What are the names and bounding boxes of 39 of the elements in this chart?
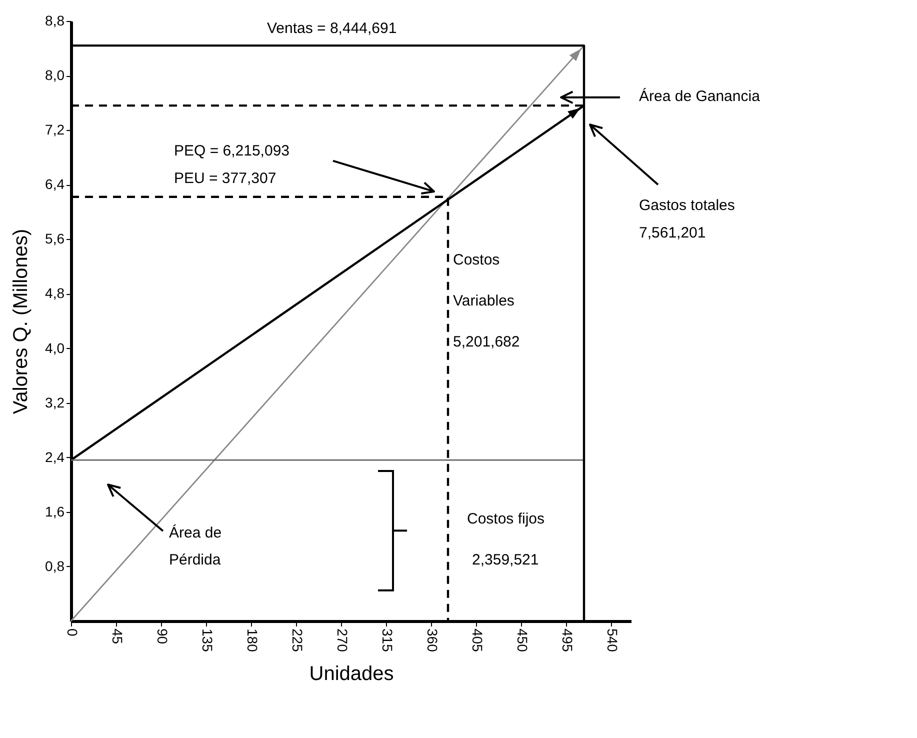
- x-tick-label: 225: [290, 628, 306, 652]
- annotation: Ventas = 8,444,691: [267, 20, 397, 37]
- annotation: PEQ = 6,215,093: [174, 142, 290, 160]
- x-tick-label: 540: [604, 628, 620, 652]
- y-tick-label: 4,8: [45, 285, 65, 302]
- y-tick-label: 8,8: [45, 12, 65, 28]
- annotation: Costos: [453, 252, 500, 269]
- annotation: 5,201,682: [453, 333, 520, 350]
- x-tick-label: 45: [110, 628, 126, 644]
- annotation: Costos fijos: [467, 510, 545, 528]
- x-axis-title: Unidades: [309, 662, 394, 685]
- text: Gastos totales: [639, 197, 735, 214]
- annotation: 2,359,521: [472, 552, 539, 569]
- x-tick-label: 315: [380, 628, 396, 652]
- y-tick-label: 5,6: [45, 230, 65, 247]
- y-tick-label: 4,0: [45, 340, 65, 356]
- annotation: Pérdida: [169, 552, 222, 569]
- x-tick-label: 90: [154, 628, 170, 644]
- x-tick-label: 135: [200, 628, 216, 652]
- y-tick-label: 0,8: [45, 558, 65, 574]
- text: 7,561,201: [639, 224, 706, 242]
- y-axis-title: Valores Q. (Millones): [10, 228, 32, 414]
- annotation: PEU = 377,307: [174, 170, 276, 187]
- y-tick-label: 2,4: [45, 448, 65, 465]
- annotation: Área de: [169, 523, 222, 542]
- y-tick-label: 8,0: [45, 67, 65, 84]
- y-tick-label: 3,2: [45, 394, 65, 410]
- y-tick-label: 7,2: [45, 122, 65, 138]
- y-tick-label: 1,6: [45, 503, 65, 520]
- x-tick-label: 180: [244, 628, 260, 652]
- y-tick-label: 6,4: [45, 176, 65, 192]
- x-tick-label: 270: [334, 628, 350, 652]
- x-tick-label: 450: [514, 628, 530, 652]
- annotation: Variables: [453, 292, 514, 310]
- x-tick-label: 0: [64, 628, 80, 636]
- x-tick-label: 405: [470, 628, 486, 652]
- x-tick-label: 495: [560, 628, 576, 652]
- text: Área de Ganancia: [639, 87, 761, 105]
- x-tick-label: 360: [424, 628, 440, 652]
